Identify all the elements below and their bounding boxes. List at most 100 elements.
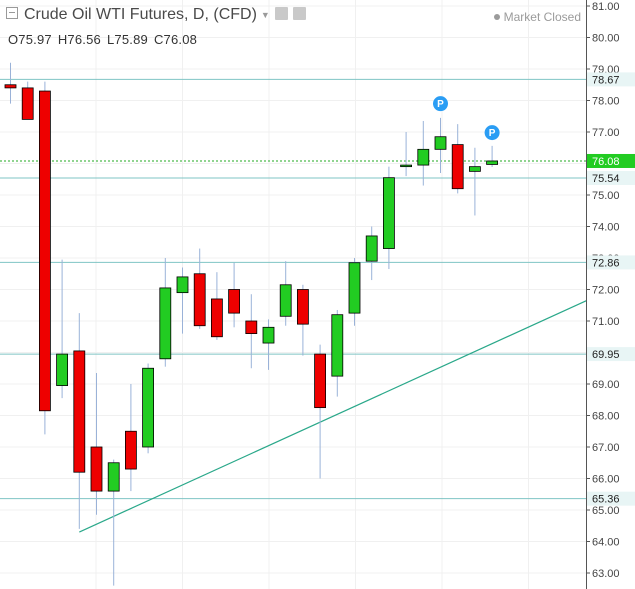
candle xyxy=(56,259,68,399)
axis-tick-label: 77.00 xyxy=(592,127,620,139)
dropdown-caret-icon[interactable]: ▼ xyxy=(260,9,270,20)
candle xyxy=(159,258,172,367)
candle xyxy=(296,284,309,356)
ohlc-readout: O75.97 H76.56 L75.89 C76.08 xyxy=(8,32,203,47)
candle-body xyxy=(279,284,292,317)
collapse-icon[interactable] xyxy=(6,6,18,19)
candle-body xyxy=(56,353,68,386)
price-axis-background xyxy=(586,0,635,589)
settings-eye-icon[interactable] xyxy=(274,7,288,21)
candle xyxy=(73,313,86,529)
candle-body xyxy=(228,289,241,314)
candle-body xyxy=(245,320,258,335)
trendline xyxy=(79,292,605,533)
axis-tick-label: 72.00 xyxy=(592,285,620,297)
candle-body xyxy=(434,136,447,150)
candle-body xyxy=(365,235,378,262)
ohlc-close: C76.08 xyxy=(153,32,198,47)
candle xyxy=(486,145,499,167)
ohlc-low: L75.89 xyxy=(106,32,148,47)
level-price-badge: 69.95 xyxy=(587,347,635,362)
candle-body xyxy=(348,262,361,314)
level-price-badge-bg xyxy=(587,347,635,362)
candle-body xyxy=(486,160,499,165)
marker-label: P xyxy=(437,99,444,110)
level-price-badge: 72.86 xyxy=(587,255,635,270)
gear-icon[interactable] xyxy=(292,7,306,21)
candle xyxy=(21,81,34,120)
candle xyxy=(193,248,206,329)
axis-tick-label: 67.00 xyxy=(592,442,620,454)
candle-body xyxy=(90,446,103,492)
axis-tick-label: 75.00 xyxy=(592,190,620,202)
candle xyxy=(365,226,378,281)
candle xyxy=(245,294,258,369)
level-price-badge-bg xyxy=(587,255,635,270)
price-axis: 81.0080.0079.0078.0077.0076.0075.0074.00… xyxy=(586,0,635,589)
ohlc-open: O75.97 xyxy=(8,32,52,47)
candle-body xyxy=(468,166,481,172)
market-status-label: Market Closed xyxy=(503,10,581,24)
candle xyxy=(434,117,447,173)
candle xyxy=(468,147,481,216)
candle-body xyxy=(451,144,464,190)
marker-circle xyxy=(433,96,448,112)
level-price-badge-bg xyxy=(587,170,635,185)
axis-tick-label: 81.00 xyxy=(592,1,620,13)
candle xyxy=(210,272,223,340)
symbol-title[interactable]: Crude Oil WTI Futures, D, (CFD) xyxy=(24,6,257,23)
level-price-badge-label: 75.54 xyxy=(592,173,620,185)
level-price-badge: 65.36 xyxy=(587,491,635,506)
marker-p: P xyxy=(433,96,448,112)
marker-p: P xyxy=(484,125,500,141)
candle xyxy=(4,62,17,104)
current-price-badge-label: 76.08 xyxy=(592,156,620,168)
candle-body xyxy=(296,289,309,325)
level-price-badge-label: 78.67 xyxy=(592,74,620,86)
level-price-badge-label: 72.86 xyxy=(592,257,620,269)
candle-body xyxy=(142,367,155,448)
axis-tick-label: 66.00 xyxy=(592,474,620,486)
candle xyxy=(400,132,413,177)
candle xyxy=(314,344,327,479)
status-dot-icon xyxy=(493,13,500,20)
candle-body xyxy=(262,326,275,344)
level-price-badge-bg xyxy=(587,72,635,87)
axis-tick-label: 80.00 xyxy=(592,33,620,45)
candle xyxy=(331,309,344,397)
level-price-badge-label: 65.36 xyxy=(592,494,620,506)
axis-tick-label: 68.00 xyxy=(592,411,620,423)
level-price-badge: 75.54 xyxy=(587,170,635,185)
axis-tick-label: 69.00 xyxy=(592,379,620,391)
candle-body xyxy=(73,350,86,473)
candle-body xyxy=(417,148,430,166)
current-price-badge-bg xyxy=(587,153,635,168)
level-price-badge-label: 69.95 xyxy=(592,349,620,361)
candle xyxy=(107,459,120,586)
candle xyxy=(125,384,137,492)
candle xyxy=(451,124,464,194)
candle-body xyxy=(125,430,137,470)
candle xyxy=(176,267,189,334)
axis-tick-label: 65.00 xyxy=(592,505,620,517)
marker-circle xyxy=(484,125,500,141)
candle-body xyxy=(400,164,413,168)
chart-header: Crude Oil WTI Futures, D, (CFD) ▼ xyxy=(6,6,306,24)
candle-body xyxy=(39,90,51,412)
candle-body xyxy=(210,298,223,338)
candle-body xyxy=(4,84,17,89)
grid-lines xyxy=(0,0,586,589)
axis-tick-label: 78.00 xyxy=(592,96,620,108)
current-price-badge: 76.08 xyxy=(587,153,635,168)
candle xyxy=(417,120,430,186)
candle xyxy=(90,372,103,515)
axis-tick-label: 74.00 xyxy=(592,222,620,234)
candle-body xyxy=(314,353,327,409)
candle-body xyxy=(159,287,172,360)
candle-body xyxy=(331,314,344,377)
candle-body xyxy=(193,273,206,327)
candle xyxy=(348,258,361,326)
candle-body xyxy=(382,177,395,249)
candle xyxy=(228,262,241,328)
